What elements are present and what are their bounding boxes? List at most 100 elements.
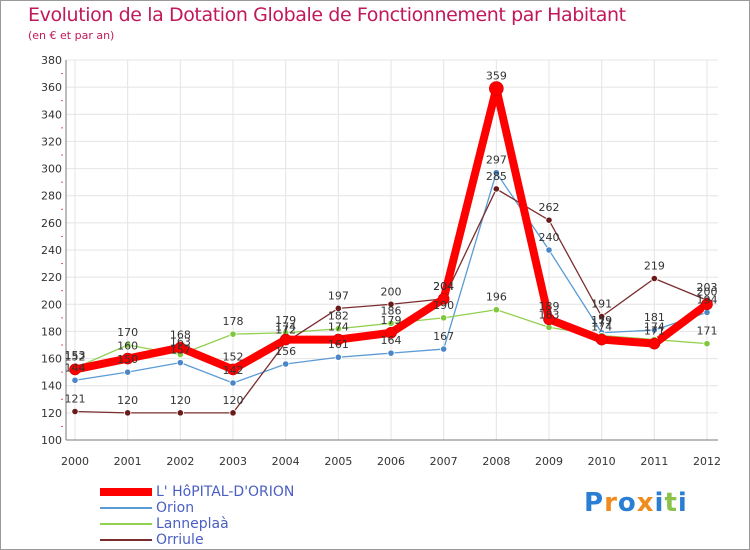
series-point-0 (279, 333, 292, 346)
series-point-1 (282, 360, 290, 368)
series-point-2 (545, 323, 553, 331)
data-label: 174 (644, 321, 665, 334)
x-tick-label: 2004 (272, 455, 300, 468)
data-label: 157 (170, 344, 191, 357)
legend-label: Orion (156, 500, 195, 516)
data-label: 179 (275, 314, 296, 327)
x-tick-label: 2012 (693, 455, 721, 468)
y-tick-label: 120 (41, 407, 62, 420)
y-tick-label: 340 (41, 108, 62, 121)
series-point-1 (124, 368, 132, 376)
series-point-3 (598, 312, 606, 321)
y-tick-label: 220 (41, 271, 62, 284)
data-label: 200 (697, 285, 718, 298)
series-point-3 (387, 300, 395, 308)
data-label: 285 (486, 170, 507, 183)
data-label: 153 (65, 349, 86, 362)
data-label: 203 (697, 281, 718, 294)
series-point-3 (71, 407, 79, 416)
y-tick-label: 320 (41, 135, 62, 148)
series-point-0 (69, 363, 81, 376)
y-tick-label: 100 (41, 434, 62, 447)
logo-letter: x (636, 488, 655, 518)
data-label: 190 (433, 299, 454, 312)
series-point-2 (492, 306, 500, 314)
data-label: 297 (486, 154, 507, 167)
y-tick-label: 200 (41, 298, 62, 311)
logo-letter: r (604, 488, 618, 518)
data-label: 164 (381, 334, 402, 347)
data-label: 189 (539, 300, 560, 313)
x-tick-label: 2001 (114, 455, 142, 468)
series-point-0 (437, 293, 450, 305)
data-label: 359 (486, 70, 507, 83)
x-tick-label: 2008 (482, 455, 510, 468)
series-point-3 (492, 185, 500, 193)
data-label: 182 (328, 310, 349, 323)
data-label: 161 (328, 338, 349, 351)
data-label: 163 (170, 336, 191, 349)
data-label: 177 (591, 317, 612, 330)
series-point-0 (174, 341, 187, 354)
data-label: 168 (170, 329, 191, 342)
series-point-0 (489, 81, 504, 96)
data-label: 142 (223, 364, 244, 377)
y-tick-label: 380 (41, 54, 62, 67)
data-label: 179 (381, 314, 402, 327)
series-point-0 (595, 333, 608, 346)
data-label: 170 (117, 326, 138, 339)
data-label: 196 (486, 291, 507, 304)
logo-letter: i (654, 488, 665, 518)
data-label: 178 (223, 315, 244, 328)
series-point-1 (387, 349, 395, 357)
legend-swatch (100, 523, 152, 525)
data-label: 262 (539, 201, 560, 214)
legend-label: Lanneplaà (156, 516, 229, 532)
x-tick-label: 2003 (219, 455, 247, 468)
y-tick-label: 140 (41, 380, 62, 393)
data-label: 171 (697, 325, 718, 338)
proxiti-logo: Proxiti (584, 488, 688, 518)
logo-letter: i (677, 488, 688, 518)
data-label: 167 (433, 330, 454, 343)
series-point-3 (650, 274, 658, 283)
series-point-1 (176, 359, 184, 367)
legend-item: Orion (100, 500, 294, 516)
x-tick-label: 2006 (377, 455, 405, 468)
data-label: 194 (697, 293, 718, 306)
data-label: 120 (170, 394, 191, 407)
data-label: 179 (591, 314, 612, 327)
y-tick-label: 180 (41, 325, 62, 338)
data-label: 156 (275, 345, 296, 358)
data-label: 120 (223, 394, 244, 407)
logo-letter: P (584, 488, 605, 518)
x-tick-label: 2005 (324, 455, 352, 468)
series-point-0 (543, 313, 555, 326)
y-tick-label: 360 (41, 81, 62, 94)
data-label: 160 (117, 340, 138, 353)
data-label: 174 (591, 321, 612, 334)
series-point-2 (703, 340, 711, 348)
logo-letter: o (617, 488, 637, 518)
series-point-3 (229, 409, 237, 417)
y-tick-label: 160 (41, 353, 62, 366)
legend-item: Lanneplaà (100, 516, 294, 532)
data-label: 174 (275, 321, 296, 334)
series-point-0 (227, 363, 239, 376)
series-point-2 (440, 314, 448, 322)
y-tick-label: 260 (41, 217, 62, 230)
series-point-0 (701, 298, 713, 311)
data-label: 172 (275, 323, 296, 336)
data-label: 183 (539, 308, 560, 321)
x-tick-label: 2002 (166, 455, 194, 468)
data-label: 240 (539, 231, 560, 244)
x-tick-label: 2010 (588, 455, 616, 468)
series-point-0 (385, 326, 397, 339)
series-point-2 (124, 341, 132, 349)
series-point-3 (545, 216, 553, 224)
series-point-1 (545, 246, 553, 254)
data-label: 219 (644, 260, 665, 273)
series-point-2 (387, 319, 395, 327)
